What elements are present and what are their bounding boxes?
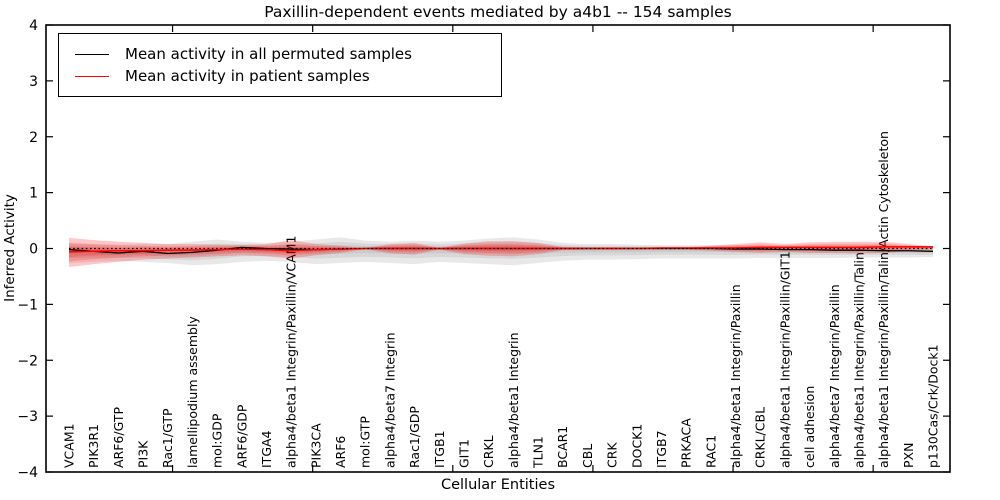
y-tick-label: 4 (29, 18, 38, 34)
x-tick-label: PIK3R1 (86, 424, 101, 468)
permuted-confidence-band (69, 237, 933, 266)
x-tick-label: PI3K (136, 440, 151, 468)
y-tick-label: −3 (17, 409, 38, 425)
x-tick-label: ARF6/GTP (111, 407, 126, 468)
x-tick-label: PRKACA (679, 418, 694, 468)
y-axis-title: Inferred Activity (2, 194, 18, 302)
x-tick-label: ARF6/GDP (234, 404, 249, 468)
x-tick-label: PXN (901, 443, 916, 468)
x-tick-label: Rac1/GTP (160, 408, 175, 468)
x-tick-label: alpha4/beta1 Integrin/Paxillin/Talin (851, 252, 866, 468)
x-tick-label: ARF6 (333, 436, 348, 468)
x-tick-label: VCAM1 (62, 423, 77, 468)
x-tick-label: mol:GTP (358, 416, 373, 468)
x-tick-label: CRKL/CBL (753, 407, 768, 468)
y-tick-label: −1 (17, 297, 38, 313)
chart-title: Paxillin-dependent events mediated by a4… (264, 3, 732, 21)
x-tick-label: DOCK1 (629, 424, 644, 468)
x-tick-label: alpha4/beta1 Integrin/Paxillin (728, 284, 743, 468)
patient-line-swatch-icon (75, 75, 109, 77)
x-tick-label: alpha4/beta1 Integrin/Paxillin/GIT1 (777, 251, 792, 468)
legend-label-patient: Mean activity in patient samples (125, 66, 370, 85)
patient-confidence-band (69, 237, 933, 267)
x-tick-label: RAC1 (703, 435, 718, 468)
y-tick-label: 0 (29, 242, 38, 258)
legend-entry-patient: Mean activity in patient samples (59, 66, 501, 85)
x-tick-label: BCAR1 (555, 426, 570, 468)
y-tick-label: 3 (29, 74, 38, 90)
x-tick-label: ITGB1 (432, 430, 447, 468)
x-tick-label: CRKL (481, 435, 496, 468)
x-tick-label: mol:GDP (210, 413, 225, 468)
y-tick-label: 1 (29, 186, 38, 202)
x-tick-label: cell adhesion (802, 386, 817, 468)
x-tick-label: ITGB7 (654, 430, 669, 468)
x-tick-label: alpha4/beta7 Integrin (382, 332, 397, 468)
y-tick-label: −4 (17, 465, 38, 481)
x-tick-label: TLN1 (531, 436, 546, 469)
x-tick-label: alpha4/beta7 Integrin/Paxillin (827, 284, 842, 468)
legend-entry-permuted: Mean activity in all permuted samples (59, 44, 501, 63)
x-tick-label: GIT1 (456, 439, 471, 468)
x-tick-label: PIK3CA (308, 423, 323, 468)
x-tick-label: alpha4/beta1 Integrin/Paxillin/Talin/Act… (876, 131, 891, 468)
legend: Mean activity in all permuted samples Me… (58, 33, 502, 97)
x-tick-label: CBL (580, 444, 595, 468)
x-axis-title: Cellular Entities (440, 477, 556, 493)
x-tick-label: CRK (605, 442, 620, 468)
y-tick-label: 2 (29, 130, 38, 146)
x-tick-label: alpha4/beta1 Integrin (506, 332, 521, 468)
y-tick-label: −2 (17, 353, 38, 369)
x-tick-label: Rac1/GDP (407, 406, 422, 468)
x-tick-label: lamellipodium assembly (185, 316, 200, 468)
permuted-confidence-band (69, 241, 933, 261)
legend-label-permuted: Mean activity in all permuted samples (125, 44, 412, 63)
patient-mean-line (68, 246, 933, 253)
x-tick-label: p130Cas/Crk/Dock1 (926, 344, 941, 468)
x-tick-label: ITGA4 (259, 430, 274, 468)
permuted-line-swatch-icon (75, 53, 109, 55)
x-tick-label: alpha4/beta1 Integrin/Paxillin/VCAM1 (284, 236, 299, 468)
